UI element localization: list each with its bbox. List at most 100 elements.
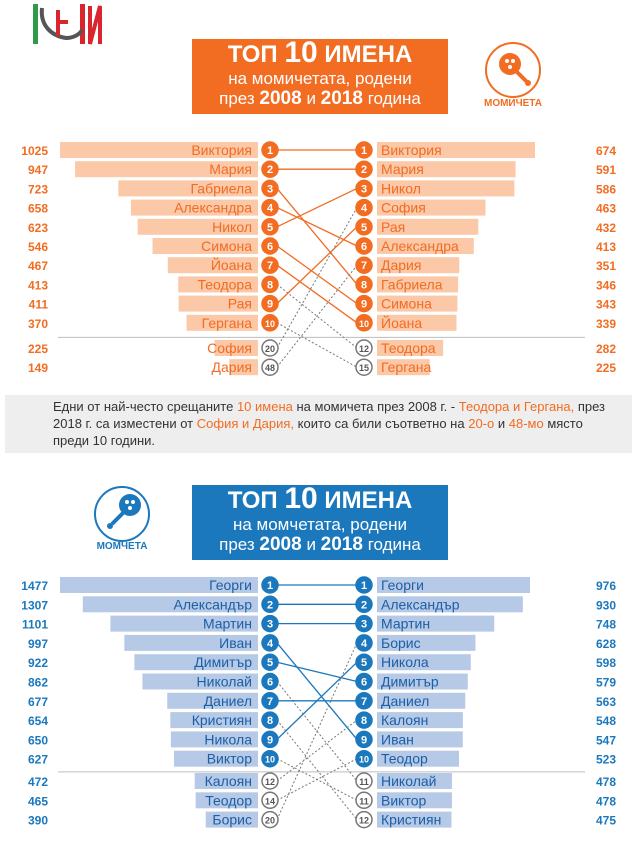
value-2018-Никола: 598: [596, 656, 616, 670]
label-2018-Мария: Мария: [381, 161, 424, 177]
value-2008-Кристиян: 654: [28, 714, 48, 728]
bar-2008-Николай: [142, 673, 258, 690]
label-2008-Теодора: Теодора: [197, 276, 252, 292]
connector-Николай: [276, 681, 358, 782]
bar-2008-Мария: [75, 161, 258, 178]
label-2008-Калоян: Калоян: [205, 773, 252, 789]
value-2018-Георги: 976: [596, 579, 616, 593]
connector-Габриела: [276, 187, 358, 285]
rank-2018-Мартин: 3: [361, 619, 367, 631]
bar-2018-Даниел: [377, 692, 466, 709]
rank-2018-Иван: 9: [361, 734, 367, 746]
connector-Димитър: [276, 661, 358, 683]
bar-2008-Борис: [205, 811, 258, 828]
rank-2008-Калоян: 12: [265, 777, 275, 787]
rank-2008-Никола: 9: [267, 734, 273, 746]
label-2018-Мартин: Мартин: [381, 616, 430, 632]
rank-circle-2008-Александра: [261, 198, 279, 217]
rank-2008-Мартин: 3: [267, 619, 273, 631]
rank-circle-2008-Калоян: [261, 772, 279, 790]
value-2018-Димитър: 579: [596, 676, 616, 690]
value-2008-Александър: 1307: [21, 598, 48, 612]
logo-swoosh: [39, 7, 84, 41]
label-2008-Иван: Иван: [219, 635, 252, 651]
rank-2018-Александра: 6: [361, 241, 367, 253]
rank-2008-Мария: 2: [267, 164, 273, 176]
value-2018-Кристиян: 475: [596, 814, 616, 828]
connector-Рая: [276, 226, 358, 305]
label-2018-Йоана: Йоана: [381, 314, 422, 331]
rank-circle-2008-Иван: [261, 634, 279, 652]
rank-2008-Виктор: 10: [265, 755, 275, 765]
value-2018-Йоана: 339: [596, 317, 616, 331]
label-2008-Симона: Симона: [201, 238, 252, 254]
rank-2008-Габриела: 3: [267, 183, 273, 195]
value-2008-Борис: 390: [28, 814, 48, 828]
rank-circle-2018-Йоана: [355, 314, 373, 332]
bar-2008-Теодора: [178, 276, 258, 293]
label-2008-Габриела: Габриела: [191, 180, 253, 196]
connector-Никола: [276, 661, 358, 740]
value-2008-Симона: 546: [28, 240, 48, 254]
rank-2008-Теодора: 8: [267, 279, 273, 291]
label-2008-Теодор: Теодор: [205, 792, 252, 808]
rank-circle-2008-Мария: [261, 160, 279, 178]
rank-2008-Виктория: 1: [267, 145, 273, 157]
value-2018-Рая: 432: [596, 221, 616, 235]
rank-2018-Гергана: 15: [359, 363, 369, 373]
value-2018-Мария: 591: [596, 163, 616, 177]
bar-2008-Кристиян: [170, 712, 258, 729]
rank-circle-2008-Никола: [261, 730, 279, 749]
bar-2008-Никола: [170, 731, 258, 748]
rank-circle-2008-Йоана: [261, 256, 279, 274]
connector-Йоана: [276, 264, 358, 324]
label-2018-Иван: Иван: [381, 731, 414, 747]
connector-Теодора: [276, 284, 358, 349]
bar-2008-Теодор: [195, 792, 258, 809]
label-2018-Димитър: Димитър: [381, 674, 439, 690]
rank-2008-Даниел: 7: [267, 696, 273, 708]
label-2008-Виктория: Виктория: [191, 142, 252, 158]
bar-2008-Виктория: [60, 142, 258, 158]
rank-2018-Дария: 7: [361, 260, 367, 272]
rank-circle-2018-Теодора: [355, 339, 373, 357]
value-2018-Александра: 413: [596, 240, 616, 254]
rank-2018-Теодора: 12: [359, 344, 369, 354]
label-2008-Дария: Дария: [212, 359, 252, 375]
value-2018-София: 463: [596, 202, 616, 216]
rank-circle-2018-Никола: [355, 653, 373, 671]
bar-2008-Симона: [152, 238, 258, 254]
label-2008-Николай: Николай: [197, 674, 252, 690]
logo-bar-red: [80, 4, 85, 44]
label-2018-Кристиян: Кристиян: [381, 812, 441, 828]
bar-2018-Никол: [377, 180, 515, 197]
bar-2018-Георги: [377, 577, 530, 593]
bar-2008-Георги: [60, 577, 258, 593]
rank-circle-2018-Виктория: [355, 141, 373, 159]
bar-2018-Мария: [377, 161, 516, 178]
rank-circle-2008-Виктория: [261, 141, 279, 159]
label-2008-София: София: [207, 340, 252, 356]
rank-circle-2008-Даниел: [261, 692, 279, 710]
value-2008-Виктория: 1025: [21, 144, 48, 158]
rank-2008-Александър: 2: [267, 599, 273, 611]
rank-circle-2018-Иван: [355, 730, 373, 749]
rank-circle-2018-Георги: [355, 576, 373, 594]
bar-2018-Рая: [377, 218, 479, 235]
girls-badge-label: МОМИЧЕТА: [484, 98, 542, 109]
rank-circle-2018-Симона: [355, 294, 373, 313]
rank-2008-Дария: 48: [265, 363, 275, 373]
connector-Калоян: [276, 719, 358, 782]
label-2018-Виктория: Виктория: [381, 142, 442, 158]
bar-2008-Александра: [130, 199, 258, 216]
bar-2018-София: [377, 199, 486, 216]
value-2008-Никол: 623: [28, 221, 48, 235]
rank-circle-2018-Никол: [355, 179, 373, 198]
rank-2018-Даниел: 7: [361, 696, 367, 708]
label-2018-Александра: Александра: [381, 238, 459, 254]
rank-circle-2018-Димитър: [355, 672, 373, 691]
bar-2018-Виктор: [377, 792, 452, 809]
label-2008-Даниел: Даниел: [204, 693, 252, 709]
rank-circle-2018-Даниел: [355, 692, 373, 710]
